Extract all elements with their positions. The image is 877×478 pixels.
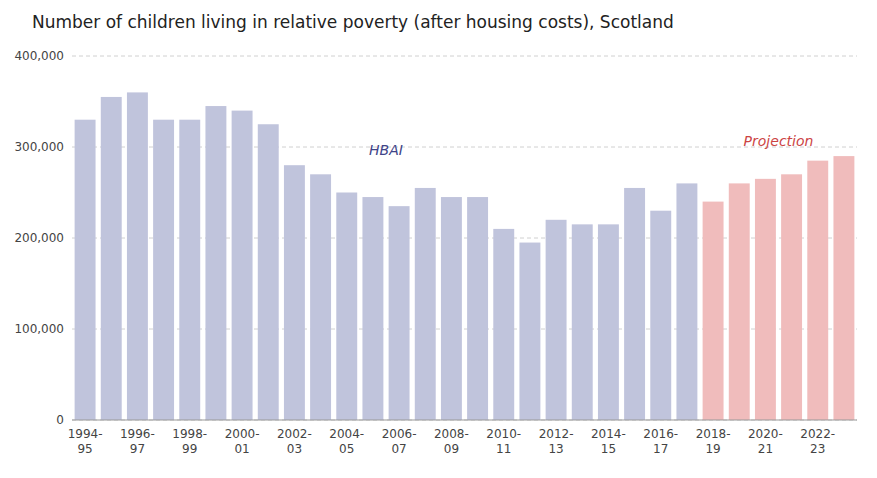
bar [572, 224, 593, 420]
x-tick-label: 2000-01 [225, 427, 260, 456]
bar [729, 183, 750, 420]
x-tick-label: 2006-07 [382, 427, 417, 456]
bar [101, 97, 122, 420]
annotation: HBAI [369, 142, 403, 158]
x-tick-label: 2004-05 [329, 427, 364, 456]
bars [75, 92, 855, 420]
x-axis-line [72, 420, 857, 421]
x-tick-label: 2012-13 [539, 427, 574, 456]
bar [650, 211, 671, 420]
bar [362, 197, 383, 420]
x-tick-label: 2018-19 [696, 427, 731, 456]
y-tick-label: 400,000 [14, 49, 64, 63]
bar [781, 174, 802, 420]
x-tick-label: 2014-15 [591, 427, 626, 456]
bar [205, 106, 226, 420]
bar [127, 92, 148, 420]
bar [284, 165, 305, 420]
x-tick-label: 2002-03 [277, 427, 312, 456]
x-tick-label: 2020-21 [748, 427, 783, 456]
bar [232, 111, 253, 420]
title: Number of children living in relative po… [32, 12, 674, 32]
grid-line [72, 56, 857, 57]
bar [415, 188, 436, 420]
bar [75, 120, 96, 420]
chart: Number of children living in relative po… [0, 0, 877, 478]
bar [153, 120, 174, 420]
x-tick-label: 1994-95 [68, 427, 103, 456]
bar [624, 188, 645, 420]
bar [441, 197, 462, 420]
bar [755, 179, 776, 420]
x-tick-label: 2022-23 [800, 427, 835, 456]
bar [493, 229, 514, 420]
annotation: Projection [744, 133, 814, 149]
bar [336, 193, 357, 421]
x-tick-label: 2016-17 [643, 427, 678, 456]
x-tick-label: 2010-11 [486, 427, 521, 456]
x-tick-label: 1998-99 [172, 427, 207, 456]
bar [598, 224, 619, 420]
bar [389, 206, 410, 420]
grid [72, 56, 857, 420]
grid-line [72, 420, 857, 421]
y-tick-label: 300,000 [14, 140, 64, 154]
bar [703, 202, 724, 420]
x-tick-label: 1996-97 [120, 427, 155, 456]
bar [258, 124, 279, 420]
bar [310, 174, 331, 420]
bar [519, 243, 540, 420]
y-tick-label: 0 [56, 413, 64, 427]
bar [546, 220, 567, 420]
bar [807, 161, 828, 420]
bar [467, 197, 488, 420]
x-tick-label: 2008-09 [434, 427, 469, 456]
y-tick-label: 100,000 [14, 322, 64, 336]
bar [179, 120, 200, 420]
bar [676, 183, 697, 420]
bar [833, 156, 854, 420]
y-tick-label: 200,000 [14, 231, 64, 245]
